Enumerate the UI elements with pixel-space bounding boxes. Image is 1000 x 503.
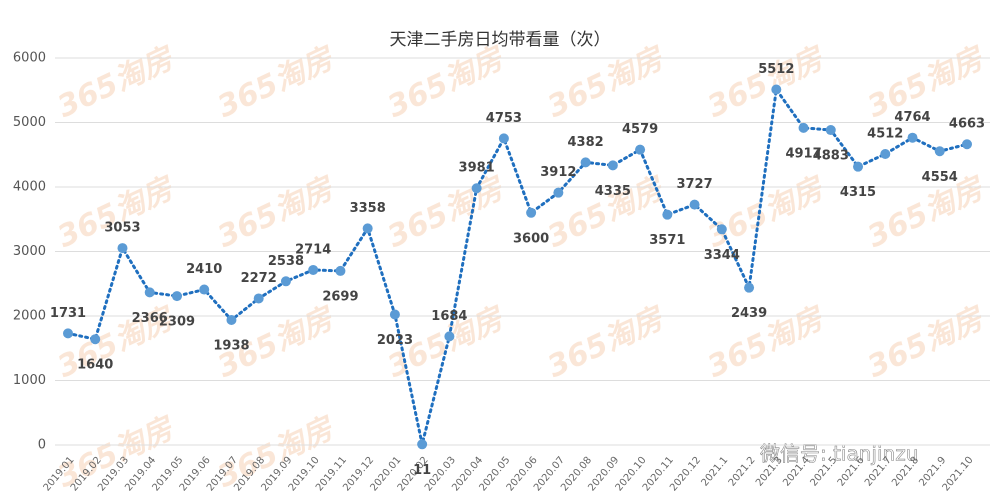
y-tick-label: 2000 [13,309,46,324]
data-label: 3053 [104,221,140,236]
point [907,132,918,143]
data-label: 3912 [540,165,576,180]
data-label: 4579 [622,122,658,137]
watermark: 365淘房 [702,170,831,255]
data-label: 2023 [377,333,413,348]
data-label: 4335 [595,184,631,199]
point [117,243,128,254]
point [389,309,400,320]
point [689,199,700,210]
data-label: 1684 [431,309,467,324]
y-tick-label: 0 [38,438,46,453]
point [553,187,564,198]
watermark: 365淘房 [542,40,671,125]
y-tick-label: 5000 [13,115,46,130]
point [90,334,101,345]
point [798,122,809,133]
data-label: 4315 [840,185,876,200]
data-label: 4753 [486,111,522,126]
watermark: 365淘房 [702,40,831,125]
data-label: 2366 [132,311,168,326]
data-label: 5512 [758,62,794,77]
point [362,223,373,234]
point [199,284,210,295]
data-label: 1938 [213,338,249,353]
point [580,157,591,168]
data-label: 4883 [813,149,849,164]
y-tick-label: 3000 [13,244,46,259]
data-label: 3600 [513,231,549,246]
watermark: 365淘房 [862,300,991,385]
point [716,224,727,235]
data-label: 2410 [186,262,222,277]
point [171,291,182,302]
data-label: 4917 [785,146,821,161]
data-label: 2538 [268,254,304,269]
point [825,125,836,136]
point [253,293,264,304]
data-label: 3981 [459,161,495,176]
point [607,160,618,171]
point [471,183,482,194]
data-label: 2714 [295,242,331,257]
data-label: 3358 [350,201,386,216]
point [444,331,455,342]
y-tick-label: 6000 [13,51,46,66]
point [144,287,155,298]
point [526,207,537,218]
y-tick-label: 4000 [13,180,46,195]
point [63,328,73,339]
point [498,133,509,144]
point [335,265,346,276]
data-label: 4554 [922,170,958,185]
data-label: 4663 [949,117,985,132]
data-label: 2439 [731,306,767,321]
watermark: 365淘房 [542,300,671,385]
point [662,209,673,220]
data-label: 2272 [241,271,277,286]
watermark: 365淘房 [382,170,511,255]
point [744,282,755,293]
point [880,148,891,159]
line [66,85,969,445]
data-label: 1731 [50,306,86,321]
watermark: 365淘房 [212,40,341,125]
point [771,84,782,95]
watermark: 365淘房 [52,170,181,255]
y-tick-label: 1000 [13,373,46,388]
chart-title: 天津二手房日均带看量（次） [390,30,611,50]
data-label: 3344 [704,248,740,263]
data-label: 1640 [77,358,113,373]
data-label: 11 [413,463,431,478]
watermark: 365淘房 [52,40,181,125]
data-label: 4382 [568,135,604,150]
point [280,276,291,287]
data-label: 3571 [649,233,685,248]
data-label: 3727 [676,177,712,192]
data-label: 2309 [159,315,195,330]
data-label: 4512 [867,126,903,141]
point [635,144,646,155]
point [417,439,428,450]
point [308,264,319,275]
data-label: 2699 [322,289,358,304]
point [962,139,972,150]
point [226,314,237,325]
x-tick-label: 2021.2 [727,455,758,489]
point [934,146,945,157]
data-label: 4764 [894,110,930,125]
x-tick-label: 2021.1 [699,455,730,489]
point [853,161,864,172]
